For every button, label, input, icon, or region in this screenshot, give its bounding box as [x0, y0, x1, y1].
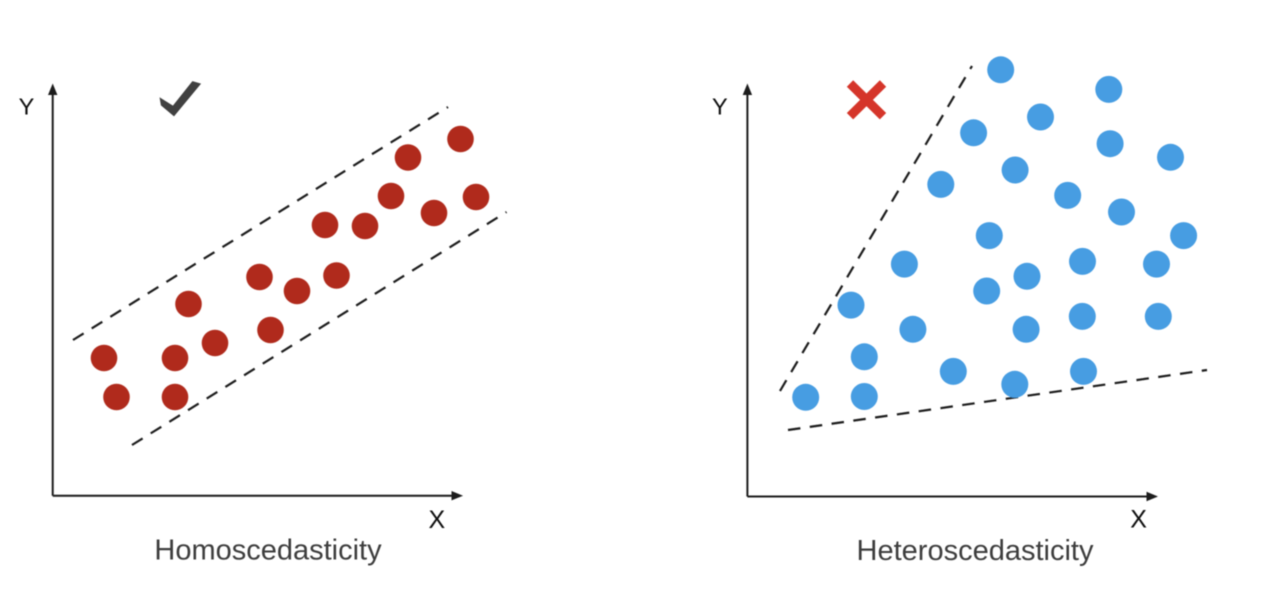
svg-text:Heteroscedasticity: Heteroscedasticity — [857, 535, 1094, 567]
svg-text:Y: Y — [712, 94, 728, 120]
svg-text:Y: Y — [19, 94, 35, 120]
svg-text:Homoscedasticity: Homoscedasticity — [154, 535, 382, 567]
svg-text:X: X — [428, 506, 445, 534]
svg-text:X: X — [1130, 506, 1147, 534]
